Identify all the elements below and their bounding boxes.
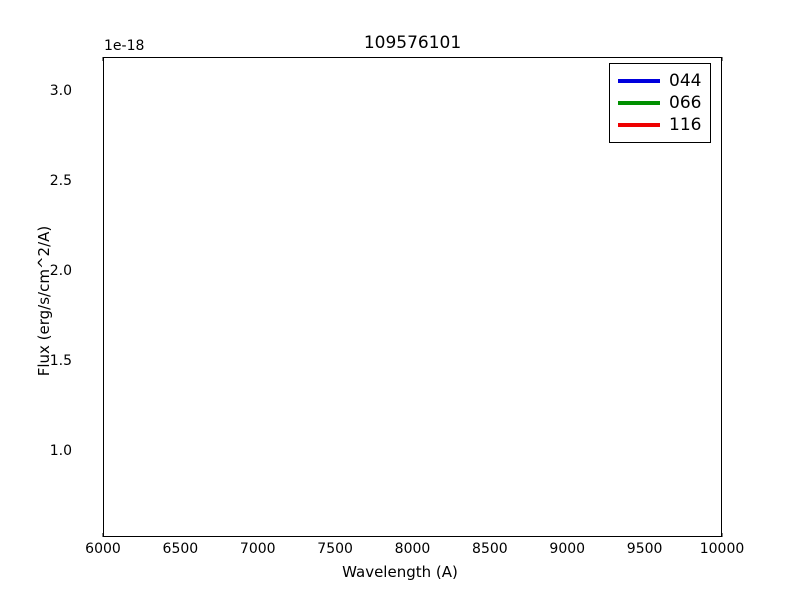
y-axis-offset-label: 1e-18 [104, 38, 145, 54]
legend-color-swatch [618, 101, 660, 105]
legend-label: 044 [669, 70, 702, 91]
y-tick-label: 2.0 [49, 262, 72, 279]
legend-label: 066 [669, 92, 702, 113]
x-tick-label: 9500 [626, 541, 663, 557]
legend-color-swatch [618, 123, 660, 127]
x-tick-label: 6500 [162, 541, 199, 557]
page-title: 109576101 [363, 33, 462, 53]
y-tick-label: 3.0 [49, 83, 72, 100]
legend-item-044: 044 [618, 70, 701, 92]
x-axis-title: Wavelength (A) [342, 563, 458, 581]
legend-item-066: 066 [618, 92, 701, 114]
x-tick-label: 8500 [472, 541, 508, 557]
x-tick-label: 9000 [549, 541, 586, 557]
x-tick-label: 7500 [317, 541, 353, 557]
legend: 044 066 116 [609, 63, 712, 143]
x-tick-label: 10000 [699, 541, 745, 557]
y-tick-label: 1.0 [49, 442, 72, 459]
x-tick-label: 7000 [239, 541, 276, 557]
x-tick-label: 8000 [394, 541, 431, 557]
legend-item-116: 116 [618, 114, 701, 136]
legend-label: 116 [669, 114, 702, 135]
legend-color-swatch [618, 79, 660, 83]
y-axis-title: Flux (erg/s/cm^2/A) [35, 225, 53, 377]
y-tick-label: 1.5 [49, 352, 72, 369]
x-tick-label: 6000 [85, 541, 121, 557]
y-tick-label: 2.5 [49, 173, 72, 190]
